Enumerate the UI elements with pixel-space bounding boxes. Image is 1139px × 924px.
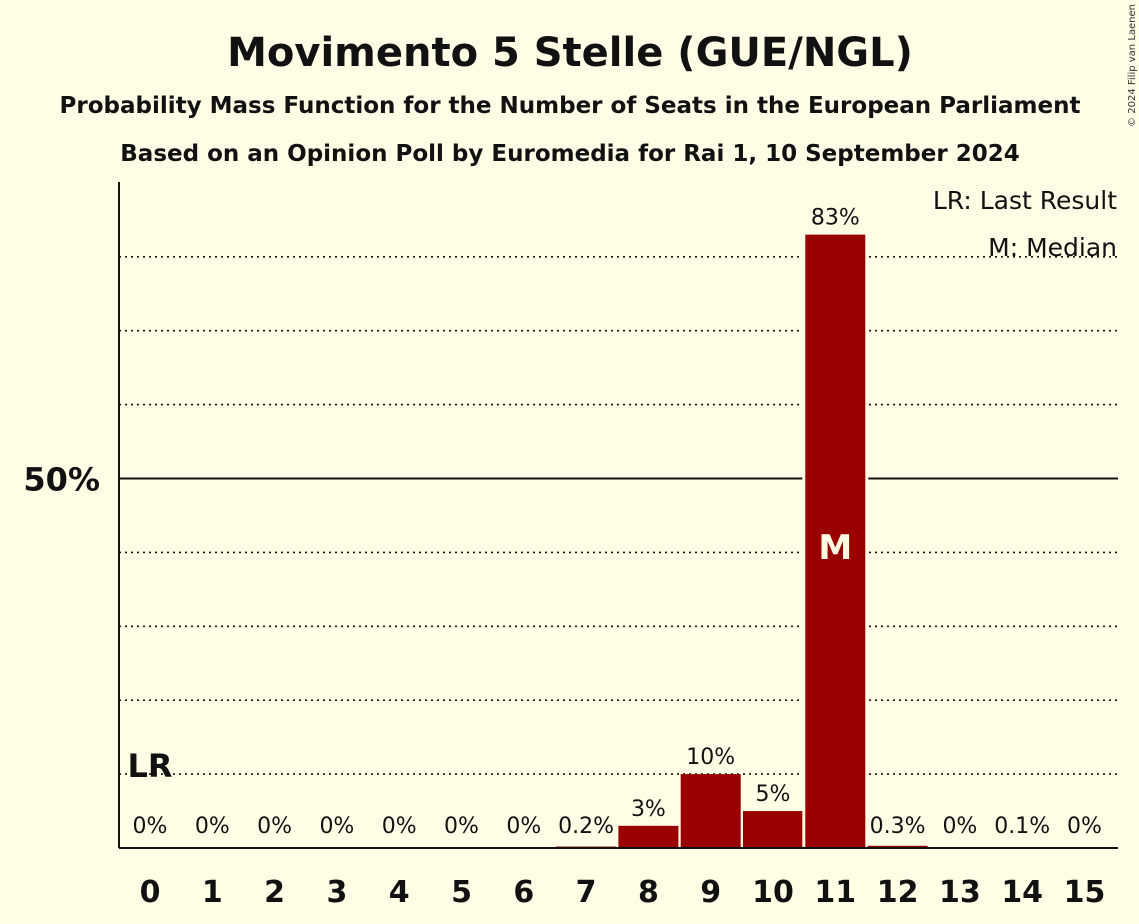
median-marker: M [818, 528, 852, 568]
data-label-seat-15: 0% [1067, 814, 1102, 839]
bar-seat-8 [618, 825, 679, 848]
data-label-seat-8: 3% [631, 797, 666, 822]
x-tick-label: 3 [326, 875, 347, 910]
x-tick-label: 2 [264, 875, 285, 910]
data-label-seat-2: 0% [257, 814, 292, 839]
chart-title: Movimento 5 Stelle (GUE/NGL) [227, 30, 913, 76]
data-label-seat-7: 0.2% [558, 814, 614, 839]
bar-seat-10 [743, 811, 803, 848]
x-tick-label: 5 [451, 875, 472, 910]
data-label-seat-6: 0% [506, 814, 541, 839]
data-label-seat-4: 0% [382, 814, 417, 839]
bar-seat-9 [680, 774, 741, 848]
bar-seat-11 [805, 234, 866, 848]
chart-subtitle: Probability Mass Function for the Number… [60, 93, 1081, 119]
data-label-seat-11: 83% [811, 206, 860, 231]
data-label-seat-12: 0.3% [870, 814, 926, 839]
x-tick-label: 1 [202, 875, 223, 910]
bars [556, 232, 1053, 848]
copyright-note: © 2024 Filip van Laenen [1127, 4, 1138, 127]
last-result-marker: LR [127, 747, 172, 785]
data-label-seat-14: 0.1% [994, 814, 1050, 839]
bar-seat-12 [867, 845, 928, 848]
x-tick-label: 8 [638, 875, 659, 910]
chart-source: Based on an Opinion Poll by Euromedia fo… [120, 141, 1019, 167]
x-tick-label: 9 [700, 875, 721, 910]
data-label-seat-13: 0% [942, 814, 977, 839]
x-tick-label: 0 [140, 875, 161, 910]
x-tick-label: 10 [752, 875, 794, 910]
data-label-seat-0: 0% [133, 814, 168, 839]
x-tick-label: 15 [1064, 875, 1106, 910]
data-label-seat-5: 0% [444, 814, 479, 839]
x-tick-label: 7 [576, 875, 597, 910]
gridlines [119, 255, 1118, 775]
data-label-seat-1: 0% [195, 814, 230, 839]
legend-median: M: Median [988, 233, 1117, 262]
x-tick-label: 13 [939, 875, 981, 910]
x-tick-label: 11 [814, 875, 856, 910]
legend-last-result: LR: Last Result [933, 186, 1117, 215]
x-tick-label: 4 [389, 875, 410, 910]
axes: 50%0 1 2 3 4 5 6 7 8 9 10 11 12 13 14 15 [23, 182, 1118, 910]
y-tick-label: 50% [23, 461, 100, 499]
data-label-seat-9: 10% [686, 745, 735, 770]
data-label-seat-10: 5% [756, 782, 791, 807]
x-tick-label: 12 [877, 875, 919, 910]
data-label-seat-3: 0% [319, 814, 354, 839]
x-tick-label: 6 [513, 875, 534, 910]
data-labels: 0% 0% 0% 0% 0% 0% 0% 0.2% 3% 10% 5% 83% 0.3% 0% 0.1% 0%… [127, 206, 1101, 839]
x-tick-label: 14 [1001, 875, 1043, 910]
